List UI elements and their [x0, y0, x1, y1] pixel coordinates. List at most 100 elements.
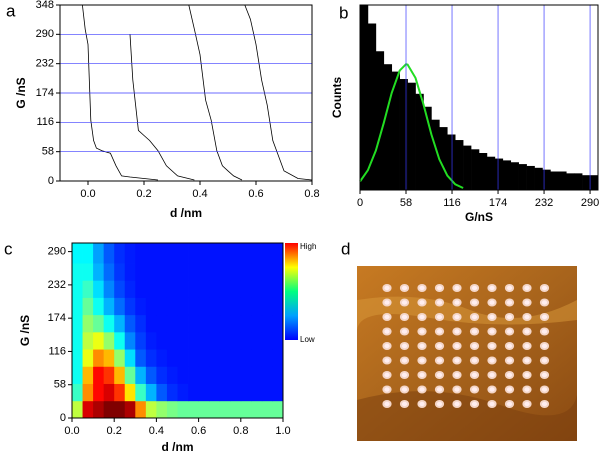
afm-dots	[380, 282, 555, 412]
histogram-bar	[375, 51, 385, 190]
heat-cell	[177, 297, 189, 316]
heat-cell	[219, 243, 231, 264]
heat-cell	[261, 349, 273, 367]
heat-cell	[145, 263, 157, 281]
heat-cell	[114, 400, 126, 419]
fit-curve	[359, 63, 464, 189]
heat-cell	[72, 331, 83, 350]
y-tick-label: 174	[36, 87, 54, 99]
heat-cell	[166, 263, 178, 281]
heat-cell	[230, 400, 242, 419]
heat-cell	[188, 297, 199, 316]
y-axis-label: Counts	[330, 77, 344, 119]
heat-cell	[209, 243, 221, 264]
heat-cell	[135, 331, 147, 350]
heat-cell	[240, 366, 252, 384]
heat-cell	[188, 331, 199, 350]
heat-cell	[188, 349, 199, 367]
heat-cell	[219, 314, 231, 333]
x-tick-label: 174	[489, 197, 507, 209]
heat-cell	[72, 400, 83, 419]
y-tick-label: 58	[42, 146, 54, 158]
heat-cell	[93, 349, 105, 367]
heat-cell	[135, 280, 147, 298]
heat-cell	[177, 400, 189, 419]
y-tick-label: 290	[36, 28, 54, 40]
heat-cell	[72, 263, 83, 281]
heat-cell	[135, 243, 147, 264]
heat-cell	[82, 366, 94, 384]
heat-cell	[261, 297, 273, 316]
heat-cell	[219, 383, 231, 402]
heat-cell	[198, 297, 210, 316]
histogram-bar	[360, 5, 369, 190]
histogram-bar	[582, 175, 591, 190]
histogram-bar	[399, 79, 408, 190]
histogram-bar	[550, 171, 559, 190]
heat-cell	[261, 263, 273, 281]
y-tick-label: 232	[36, 58, 54, 70]
heat-cell	[114, 331, 126, 350]
heat-cell	[145, 314, 157, 333]
heat-cell	[188, 314, 199, 333]
heat-cell	[261, 366, 273, 384]
heat-cell	[219, 280, 231, 298]
plot-frame	[359, 4, 599, 191]
heat-cell	[188, 243, 199, 264]
heat-cell	[272, 349, 284, 367]
heat-cell	[166, 331, 178, 350]
heat-cell	[230, 366, 242, 384]
heat-cell	[103, 331, 115, 350]
heat-cell	[103, 297, 115, 316]
heat-cell	[209, 314, 221, 333]
heat-cell	[103, 383, 115, 402]
heat-cell	[114, 383, 126, 402]
heat-cell	[240, 331, 252, 350]
heat-cell	[209, 366, 221, 384]
colorbar	[285, 243, 298, 340]
heat-cell	[219, 331, 231, 350]
histogram-bar	[439, 127, 448, 190]
heat-cell	[114, 263, 126, 281]
y-tick-label: 348	[36, 0, 54, 11]
heat-cell	[72, 366, 83, 384]
heat-cell	[177, 280, 189, 298]
histogram-bar	[471, 149, 480, 190]
heat-cell	[240, 243, 252, 264]
heat-cell	[82, 331, 94, 350]
heat-cell	[219, 400, 231, 419]
heat-cell	[240, 383, 252, 402]
heat-cell	[198, 383, 210, 402]
heat-cell	[230, 349, 242, 367]
heat-cell	[251, 297, 263, 316]
histogram-bar	[447, 134, 456, 190]
heat-cell	[230, 280, 242, 298]
y-axis-label: G /nS	[18, 315, 32, 346]
y-tick-label: 58	[54, 379, 66, 391]
histogram-bar	[494, 158, 504, 190]
heat-cell	[188, 383, 199, 402]
trace	[129, 34, 195, 181]
heat-cell	[251, 314, 263, 333]
heat-cell	[72, 297, 83, 316]
heat-cell	[209, 400, 221, 419]
panel-label: a	[6, 1, 16, 20]
heat-cell	[82, 297, 94, 316]
heat-cell	[198, 314, 210, 333]
heat-cell	[251, 383, 263, 402]
heat-cell	[240, 280, 252, 298]
heat-cell	[198, 243, 210, 264]
heat-cell	[114, 314, 126, 333]
heat-cell	[230, 297, 242, 316]
heat-cell	[72, 314, 83, 333]
heat-cell	[251, 366, 263, 384]
x-axis-label: d /nm	[162, 440, 194, 454]
y-tick-label: 116	[36, 116, 54, 128]
heat-cell	[166, 366, 178, 384]
heat-cell	[188, 263, 199, 281]
trace	[244, 4, 313, 181]
heat-cell	[166, 314, 178, 333]
histogram-bar	[502, 160, 512, 190]
heat-cell	[177, 349, 189, 367]
heat-cell	[156, 366, 168, 384]
